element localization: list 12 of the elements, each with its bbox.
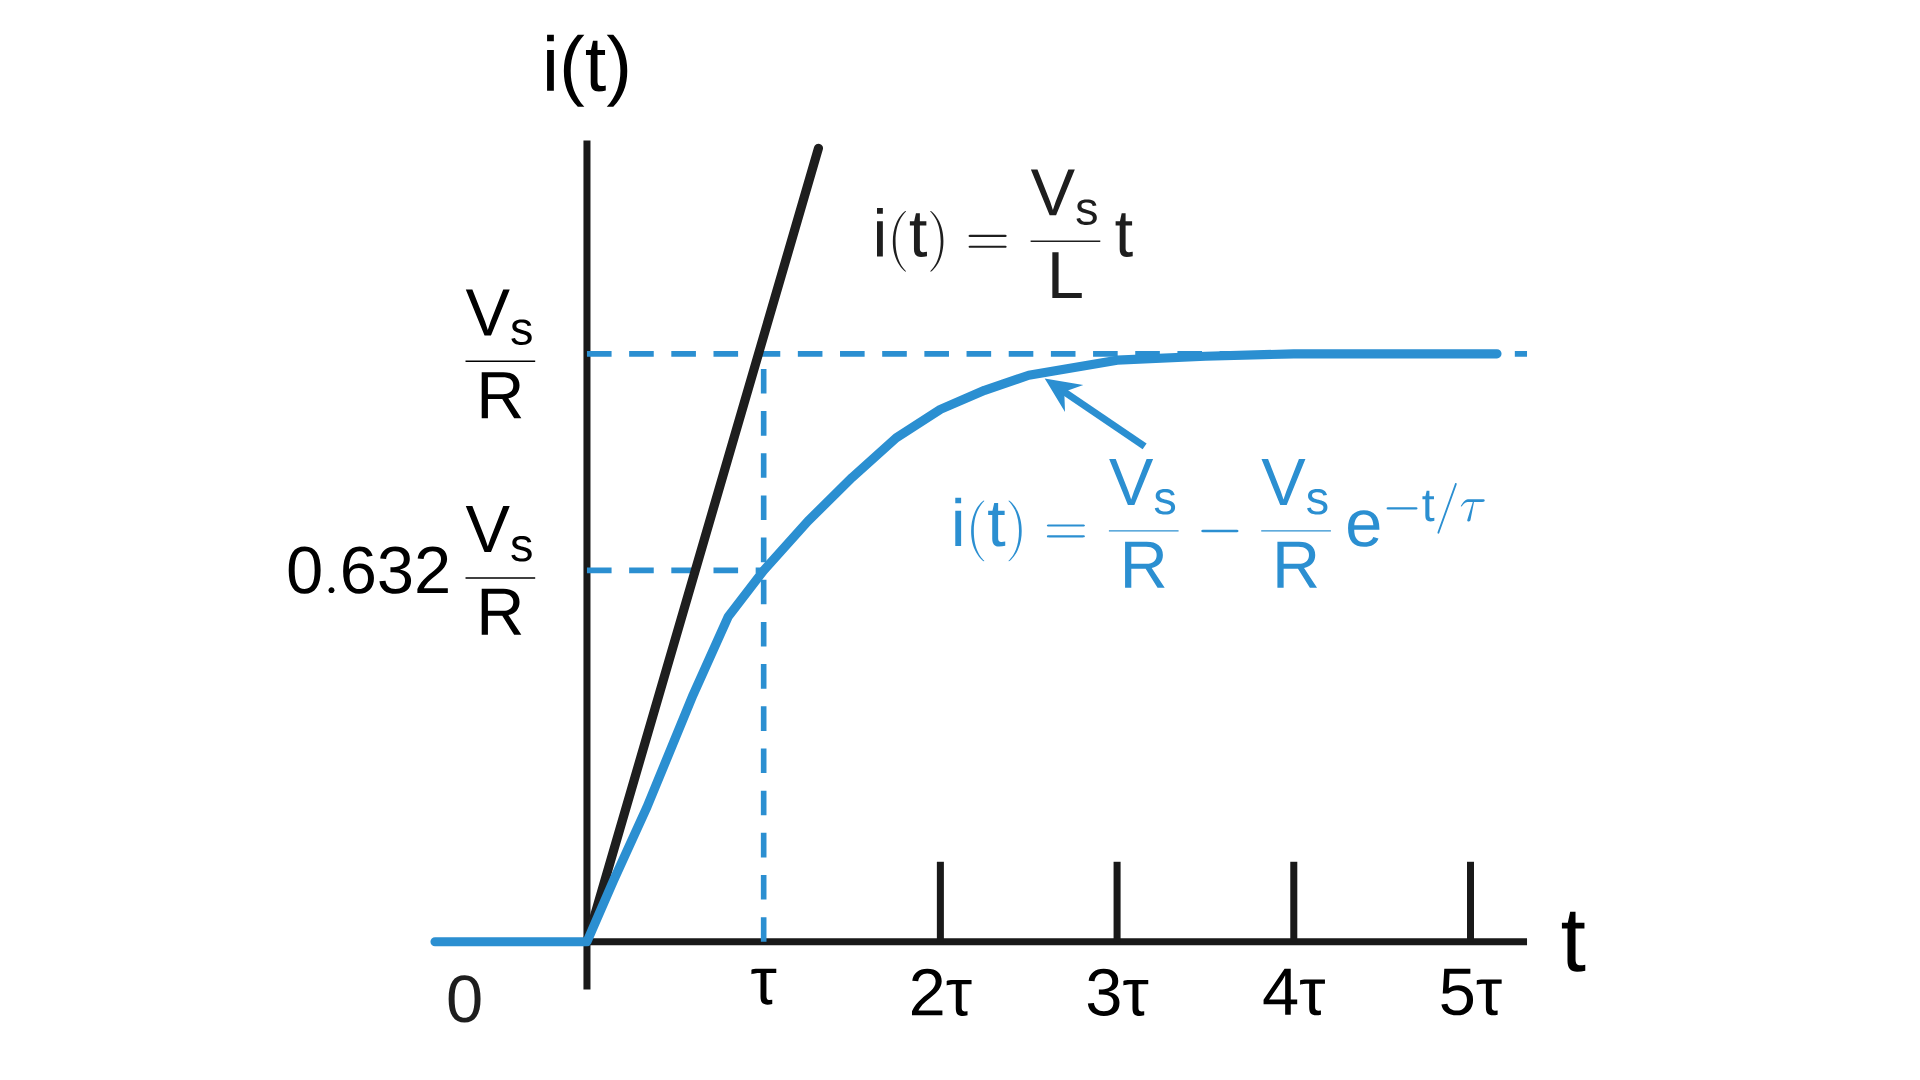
x-tick-label: 5τ [1441, 968, 1502, 1016]
ref-line-label: $\frac{\mathrm{V}_{\mathrm{s}}}{\mathrm{R}}$ [465, 289, 536, 419]
x-tick-label: 4τ [1263, 968, 1325, 1016]
x-tick-label: 3τ [1087, 968, 1149, 1017]
x-tick-label: 2τ [911, 968, 972, 1017]
ref-line-label: $\mathrm{0.632}\,\frac{\mathrm{V}_{\mathrm{s}}}{\mathrm{R}}$ [288, 506, 536, 635]
annotation: $\mathrm{i(t)} = \frac{\mathrm{V}_{\mathrm{s}}}{\mathrm{R}} - \frac{\mathrm{V}_{\mathrm{s}}}{\mathrm{R}}\,\mathrm{e}^{\mathrm{-t/}\tau}$ [955, 459, 1485, 588]
annotation: $\mathrm{i(t)} = \frac{\mathrm{V}_{\mathrm{s}}}{\mathrm{L}}\,\mathrm{t}$ [877, 169, 1133, 299]
x-axis-title: t [1561, 911, 1586, 972]
x-tick-label: τ [751, 968, 777, 1005]
text: 0 [448, 975, 481, 1023]
y-axis-title: i(t) [547, 34, 628, 107]
